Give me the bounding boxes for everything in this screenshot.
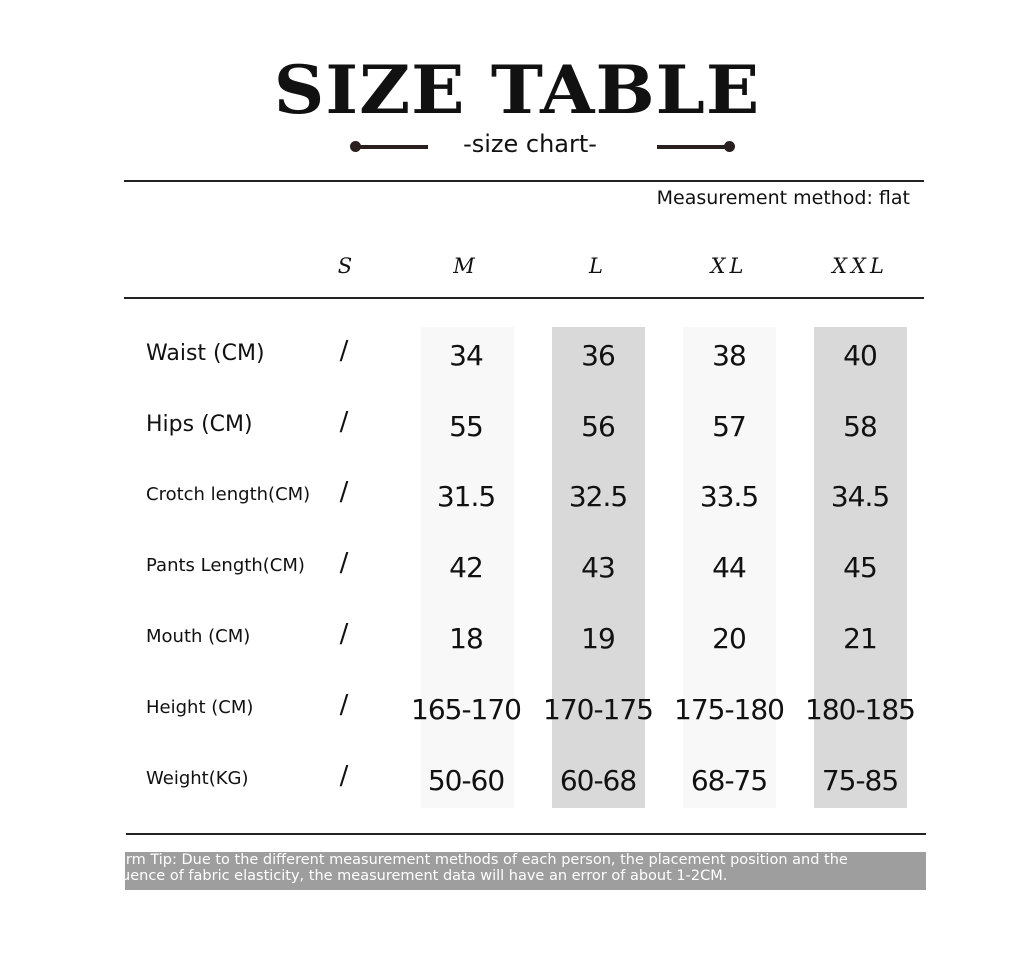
cell-not-available: / — [339, 619, 349, 649]
column-bg-xxl — [814, 327, 907, 808]
table-cell: 32.5 — [568, 480, 628, 513]
top-rule — [124, 180, 924, 182]
warm-tip: arm Tip: Due to the different measuremen… — [125, 852, 926, 890]
divider-bar — [657, 145, 730, 149]
size-header-m: M — [453, 254, 479, 278]
table-cell: 21 — [843, 622, 878, 655]
page-title: SIZE TABLE — [273, 50, 761, 129]
bottom-rule — [126, 833, 926, 835]
table-cell: 68-75 — [690, 764, 768, 797]
table-cell: 165-170 — [411, 693, 522, 726]
row-label: Pants Length(CM) — [146, 555, 305, 576]
divider-bar — [355, 145, 428, 149]
column-bg-l — [552, 327, 645, 808]
table-cell: 75-85 — [821, 764, 899, 797]
header-rule — [124, 297, 924, 299]
subtitle: -size chart- — [463, 130, 597, 158]
table-cell: 55 — [449, 410, 484, 443]
column-bg-m — [421, 327, 514, 808]
table-cell: 18 — [449, 622, 484, 655]
table-cell: 40 — [843, 339, 878, 372]
table-cell: 50-60 — [427, 764, 505, 797]
table-cell: 57 — [712, 410, 747, 443]
table-cell: 56 — [581, 410, 616, 443]
tip-line: arm Tip: Due to the different measuremen… — [125, 852, 848, 868]
size-header-xl: XL — [710, 254, 748, 278]
table-cell: 43 — [581, 551, 616, 584]
cell-not-available: / — [339, 477, 349, 507]
table-cell: 34 — [449, 339, 484, 372]
size-header-s: S — [337, 254, 357, 278]
cell-not-available: / — [339, 407, 349, 437]
table-cell: 33.5 — [699, 480, 759, 513]
size-header-l: L — [589, 254, 607, 278]
column-bg-xl — [683, 327, 776, 808]
size-header-xxl: XXL — [832, 254, 888, 278]
table-cell: 38 — [712, 339, 747, 372]
divider-dot — [724, 141, 735, 152]
tip-line: luence of fabric elasticity, the measure… — [125, 868, 728, 884]
table-cell: 42 — [449, 551, 484, 584]
cell-not-available: / — [339, 548, 349, 578]
cell-not-available: / — [339, 761, 349, 791]
table-cell: 60-68 — [559, 764, 637, 797]
table-cell: 45 — [843, 551, 878, 584]
row-label: Height (CM) — [146, 697, 254, 718]
row-label: Mouth (CM) — [146, 626, 251, 647]
table-cell: 58 — [843, 410, 878, 443]
table-cell: 20 — [712, 622, 747, 655]
table-cell: 19 — [581, 622, 616, 655]
row-label: Crotch length(CM) — [146, 484, 311, 505]
cell-not-available: / — [339, 336, 349, 366]
table-cell: 36 — [581, 339, 616, 372]
table-cell: 34.5 — [830, 480, 890, 513]
measurement-method: Measurement method: flat — [656, 187, 910, 209]
table-cell: 175-180 — [674, 693, 785, 726]
table-cell: 170-175 — [543, 693, 654, 726]
row-label: Hips (CM) — [146, 412, 253, 437]
cell-not-available: / — [339, 690, 349, 720]
row-label: Weight(KG) — [146, 768, 249, 789]
table-cell: 44 — [712, 551, 747, 584]
table-cell: 31.5 — [436, 480, 496, 513]
row-label: Waist (CM) — [146, 341, 265, 366]
table-cell: 180-185 — [805, 693, 916, 726]
